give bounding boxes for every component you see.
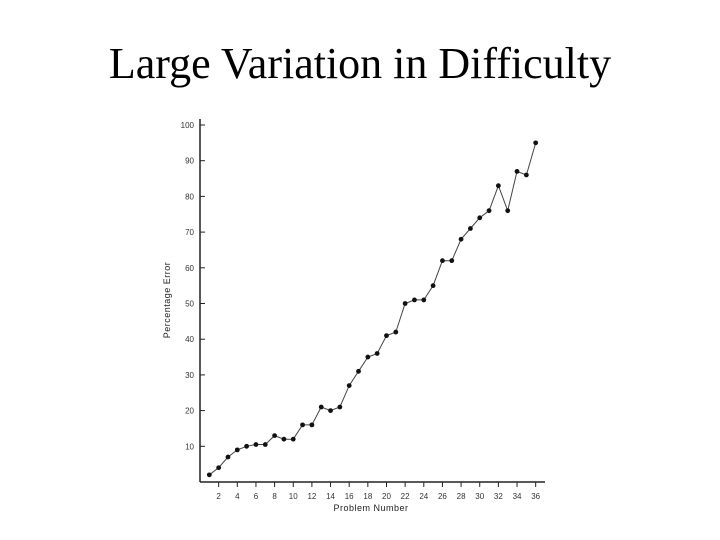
x-tick-label: 4 — [235, 492, 240, 501]
data-point — [262, 442, 268, 447]
data-point — [486, 208, 492, 214]
data-point — [318, 404, 324, 410]
x-tick-label: 14 — [326, 492, 335, 501]
y-axis-ticks: 10 20 30 40 50 60 70 80 90 100 — [181, 121, 205, 451]
data-point — [206, 472, 212, 478]
data-point — [374, 351, 380, 356]
y-tick-label: 10 — [185, 442, 194, 451]
data-point — [337, 404, 343, 410]
data-point — [328, 408, 333, 413]
x-tick-label: 26 — [438, 492, 447, 501]
data-point — [384, 333, 389, 339]
data-point — [393, 329, 399, 335]
data-point — [365, 354, 371, 360]
x-tick-label: 34 — [513, 492, 522, 501]
y-tick-label: 90 — [185, 157, 194, 166]
x-tick-label: 24 — [419, 492, 428, 501]
x-tick-label: 30 — [475, 492, 484, 501]
data-point — [458, 236, 464, 242]
x-tick-label: 12 — [307, 492, 316, 501]
data-point — [533, 140, 539, 146]
data-point — [505, 208, 511, 214]
y-tick-label: 50 — [185, 300, 194, 309]
y-tick-label: 60 — [185, 264, 194, 273]
x-tick-label: 18 — [363, 492, 372, 501]
data-point — [244, 443, 250, 449]
data-point — [514, 169, 520, 174]
slide-title: Large Variation in Difficulty — [108, 39, 612, 88]
x-tick-label: 32 — [494, 492, 503, 501]
data-point — [421, 297, 427, 303]
y-tick-label: 40 — [185, 335, 194, 344]
data-point — [290, 436, 296, 442]
x-tick-label: 6 — [254, 492, 259, 501]
data-point — [523, 172, 529, 178]
data-point — [346, 383, 352, 389]
x-tick-label: 22 — [401, 492, 410, 501]
data-point — [216, 465, 222, 471]
series-line — [208, 142, 537, 476]
x-tick-label: 2 — [216, 492, 221, 501]
data-point — [234, 447, 240, 453]
data-point — [495, 183, 501, 189]
data-point — [477, 215, 483, 221]
data-point — [412, 297, 417, 303]
y-tick-label: 20 — [185, 407, 194, 416]
y-axis-title: Percentage Error — [162, 262, 172, 339]
data-point — [309, 422, 315, 428]
chart-axes — [199, 119, 545, 483]
x-tick-label: 20 — [382, 492, 391, 501]
data-point — [225, 454, 231, 460]
y-tick-label: 70 — [185, 228, 194, 237]
x-axis-ticks: 2 4 6 8 10 12 14 16 18 20 22 24 26 28 30 32 34 36 — [216, 482, 541, 501]
data-point — [440, 258, 445, 264]
data-point — [468, 226, 473, 231]
y-tick-label: 100 — [181, 121, 195, 130]
x-tick-label: 16 — [345, 492, 354, 501]
data-point — [281, 436, 287, 442]
x-tick-label: 8 — [272, 492, 277, 501]
data-point — [300, 422, 305, 428]
y-tick-label: 80 — [185, 192, 194, 201]
data-point — [402, 301, 408, 306]
x-tick-label: 36 — [531, 492, 540, 501]
x-axis-title: Problem Number — [333, 503, 408, 513]
x-tick-label: 28 — [457, 492, 466, 501]
data-points — [206, 140, 539, 478]
data-point — [430, 283, 436, 289]
data-point — [356, 368, 361, 374]
data-point — [272, 433, 277, 438]
x-tick-label: 10 — [289, 492, 298, 501]
data-point — [449, 258, 455, 264]
data-point — [253, 442, 259, 447]
y-tick-label: 30 — [185, 371, 194, 380]
